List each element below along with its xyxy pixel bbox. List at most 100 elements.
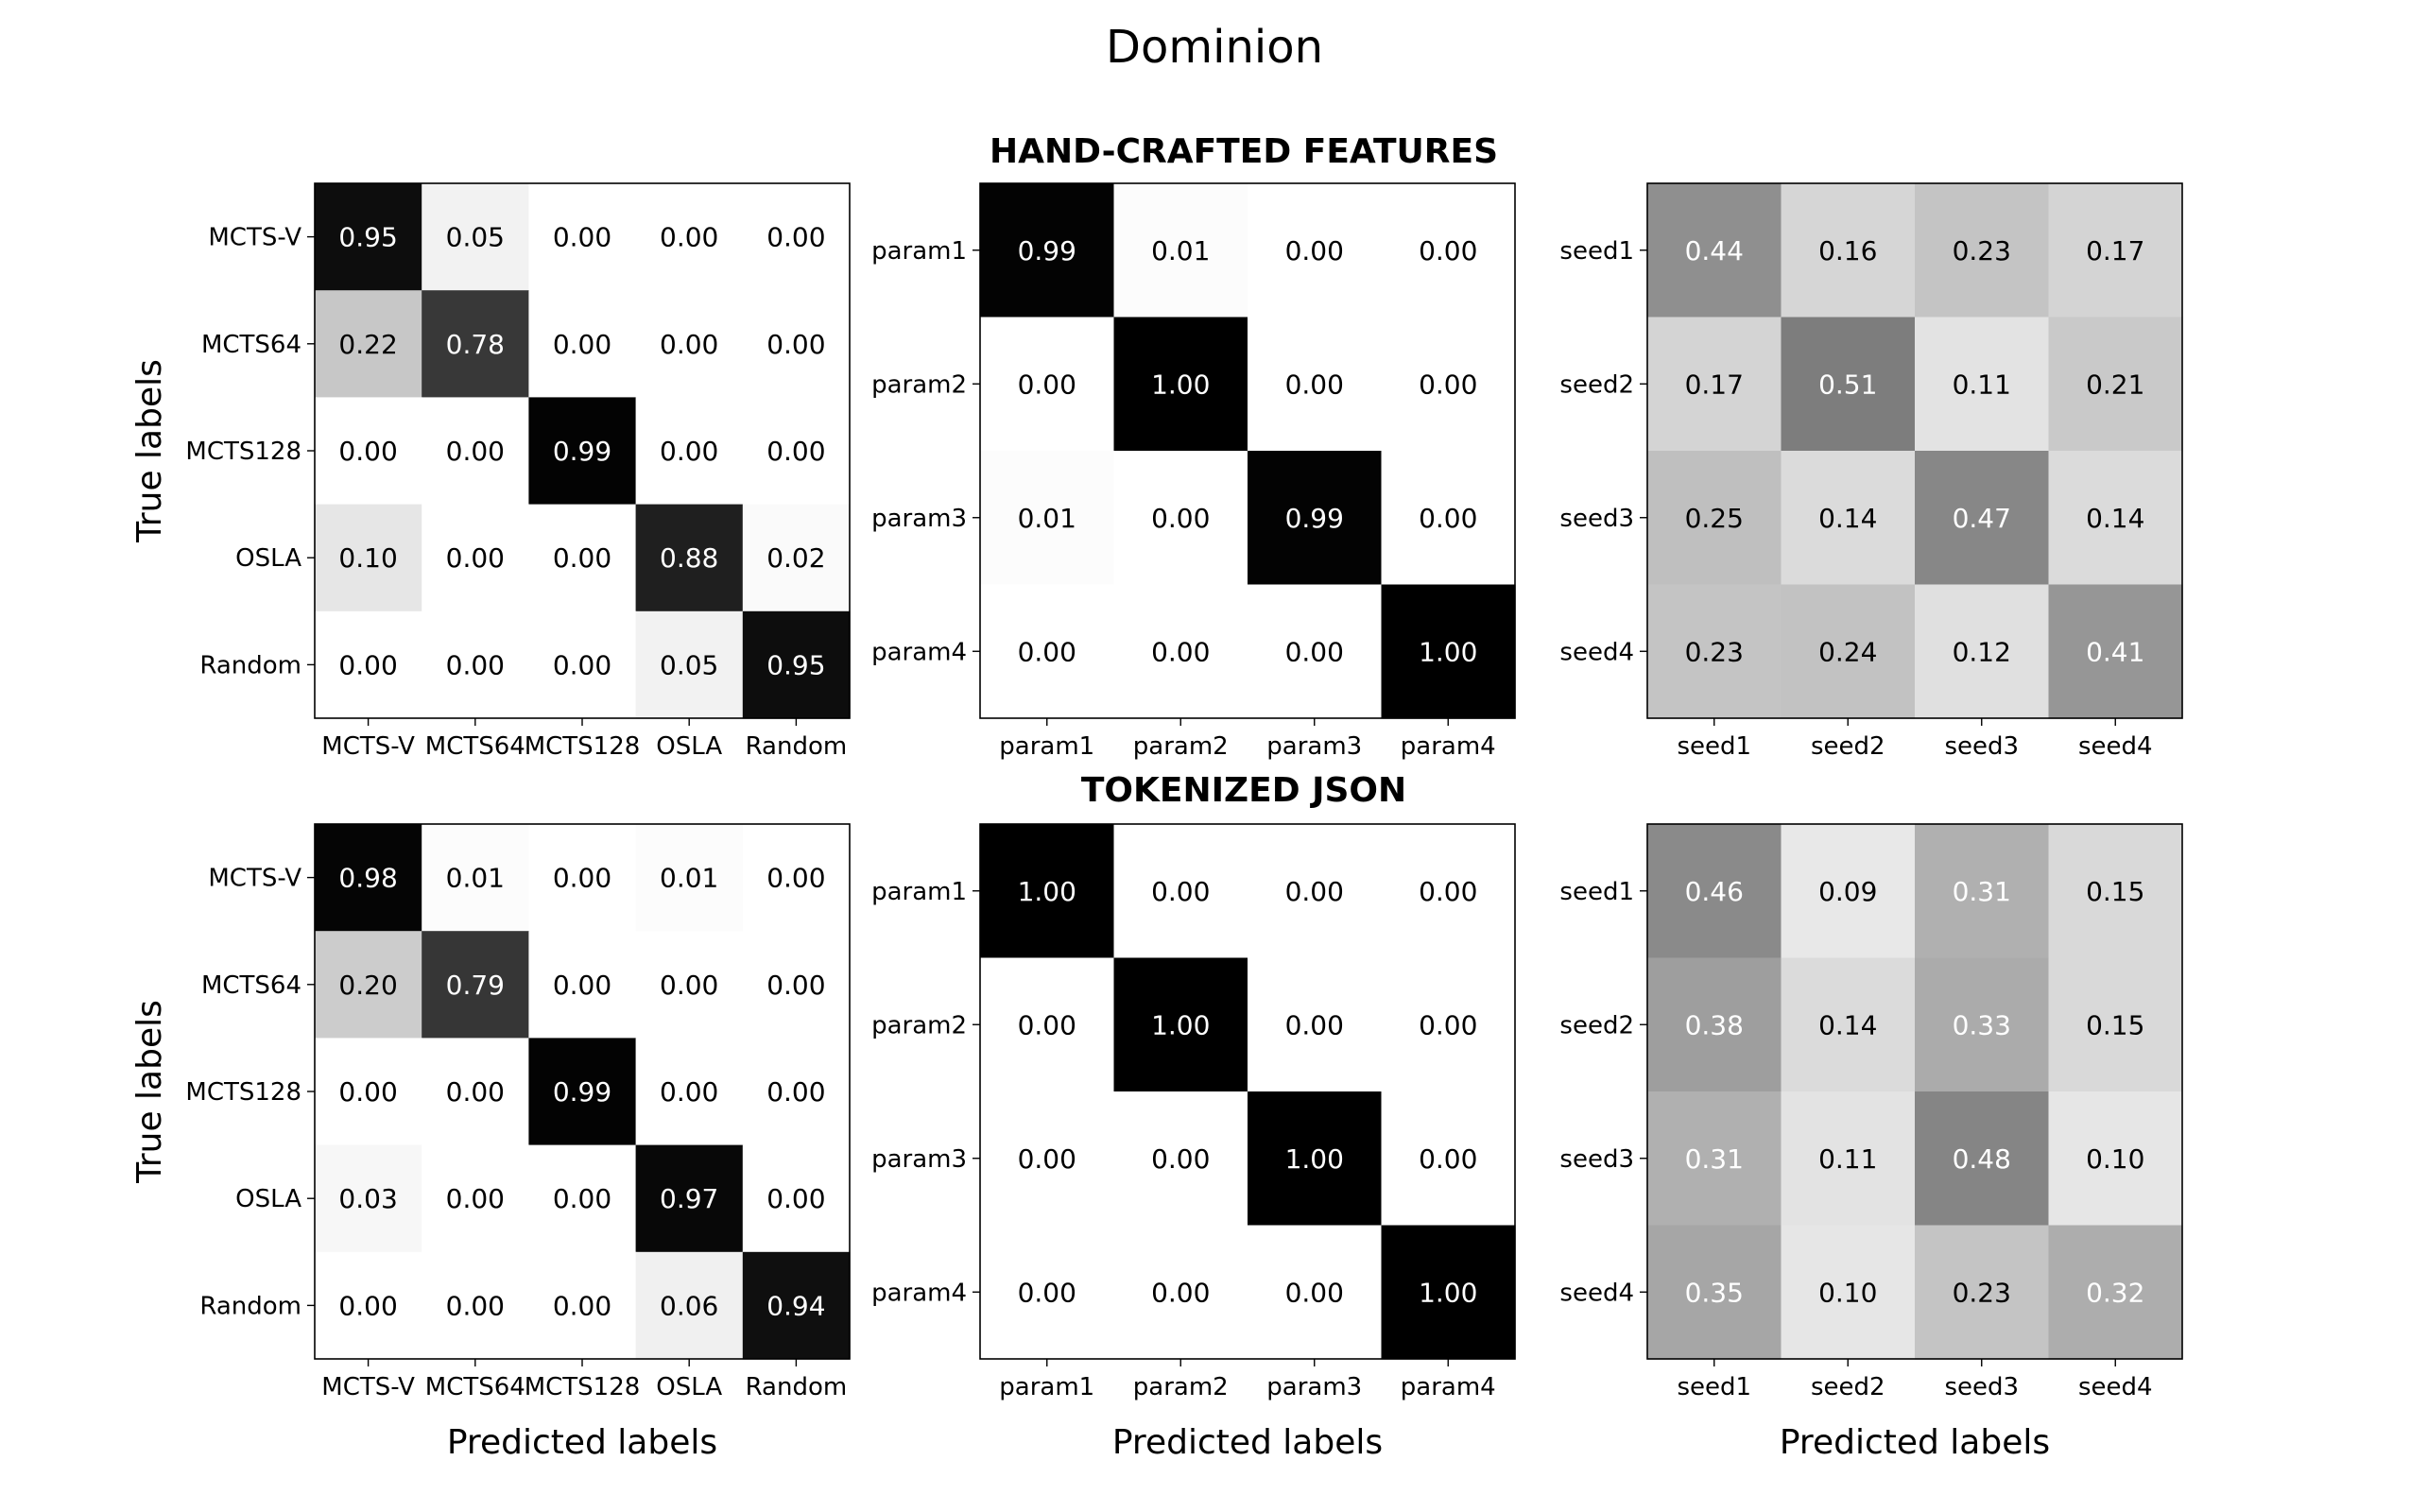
heatmap-cell	[528, 1144, 637, 1253]
y-tick-label: param1	[871, 237, 967, 266]
y-tick-label: param2	[871, 370, 967, 399]
x-tick-label: param4	[1401, 732, 1496, 761]
cell-value-label: 0.09	[1818, 876, 1877, 907]
heatmap-cell	[635, 610, 744, 719]
cell-value-label: 0.31	[1685, 1143, 1744, 1175]
cell-value-label: 0.00	[553, 1290, 611, 1321]
heatmap-cell	[1915, 451, 2050, 586]
y-axis-label: True labels	[130, 1000, 169, 1184]
cell-value-label: 0.00	[660, 222, 718, 253]
heatmap-frame	[979, 823, 1516, 1360]
cell-value-label: 0.78	[446, 329, 505, 360]
cell-value-label: 0.00	[1018, 636, 1076, 667]
x-tick-label: seed1	[1677, 1373, 1751, 1401]
heatmap-cell	[742, 931, 851, 1039]
heatmap-cell	[742, 504, 851, 612]
cell-value-label: 0.23	[1685, 636, 1744, 667]
x-tick-label: param2	[1133, 1373, 1229, 1401]
heatmap-cell	[528, 610, 637, 719]
cell-value-label: 0.25	[1685, 503, 1744, 534]
heatmap-cell	[528, 290, 637, 398]
cell-value-label: 0.00	[553, 863, 611, 894]
x-tick-label: MCTS128	[525, 1373, 641, 1401]
heatmap-cell	[980, 1225, 1115, 1360]
cell-value-label: 0.00	[446, 649, 505, 680]
heatmap-cell	[1915, 824, 2050, 959]
heatmap-cell	[315, 610, 422, 719]
cell-value-label: 0.01	[1018, 503, 1076, 534]
cell-value-label: 0.10	[338, 542, 397, 574]
heatmap-cell	[1381, 957, 1516, 1092]
cell-value-label: 0.15	[2086, 1009, 2144, 1040]
cell-value-label: 0.00	[766, 970, 825, 1001]
cell-value-label: 0.23	[1953, 1277, 2011, 1308]
cell-value-label: 0.00	[338, 1076, 397, 1108]
cell-value-label: 0.00	[1419, 503, 1477, 534]
heatmap-cell	[742, 1038, 851, 1146]
heatmap-cell	[422, 610, 529, 719]
cell-value-label: 1.00	[1018, 876, 1076, 907]
heatmap-cell	[315, 183, 422, 291]
heatmap-cell	[635, 1144, 744, 1253]
y-tick-label: param2	[871, 1011, 967, 1040]
heatmap-cell	[528, 1251, 637, 1360]
cell-value-label: 0.00	[660, 1076, 718, 1108]
x-axis-label: Predicted labels	[1112, 1423, 1383, 1462]
heatmap-cell	[1647, 1225, 1782, 1360]
heatmap-cell	[1248, 1091, 1383, 1227]
heatmap-cell	[1781, 824, 1916, 959]
heatmap-cell	[1915, 1225, 2050, 1360]
cell-value-label: 0.00	[338, 649, 397, 680]
cell-value-label: 0.88	[660, 542, 718, 574]
cell-value-label: 0.00	[766, 863, 825, 894]
heatmap-cell	[1248, 317, 1383, 452]
heatmap-cell	[635, 397, 744, 506]
cell-value-label: 0.00	[660, 436, 718, 467]
heatmap-cell	[1113, 824, 1248, 959]
heatmap-cell	[1781, 183, 1916, 318]
cell-value-label: 0.99	[553, 436, 611, 467]
y-tick-label: param4	[871, 1279, 967, 1307]
cell-value-label: 0.48	[1953, 1143, 2011, 1175]
heatmap-cell	[315, 290, 422, 398]
cell-value-label: 0.00	[766, 222, 825, 253]
cell-value-label: 0.05	[446, 222, 505, 253]
heatmap-panel: 0.98 0.01 0.00 0.01 0.00 0.20 0.79 0.00 0.00 0.00…	[130, 823, 851, 1462]
figure-title: Dominion	[1106, 21, 1323, 74]
cell-value-label: 0.22	[338, 329, 397, 360]
cell-value-label: 0.00	[446, 1290, 505, 1321]
y-tick-label: param3	[871, 1145, 967, 1174]
heatmap-cell	[1113, 183, 1248, 318]
y-tick-label: OSLA	[235, 1185, 301, 1213]
heatmap-cell	[1915, 584, 2050, 719]
x-tick-label: MCTS128	[525, 732, 641, 761]
cell-value-label: 0.11	[1818, 1143, 1877, 1175]
cell-value-label: 0.16	[1818, 235, 1877, 266]
heatmap-cell	[528, 504, 637, 612]
cell-value-label: 0.00	[1285, 636, 1344, 667]
cell-value-label: 0.00	[1151, 1277, 1210, 1308]
heatmap-cell	[1781, 1225, 1916, 1360]
cell-value-label: 0.00	[1285, 1009, 1344, 1040]
x-axis-label: Predicted labels	[1780, 1423, 2050, 1462]
x-tick-label: seed2	[1811, 732, 1885, 761]
heatmap-cell	[635, 931, 744, 1039]
x-tick-label: seed4	[2078, 732, 2153, 761]
cell-value-label: 1.00	[1419, 636, 1477, 667]
heatmap-cell	[2048, 824, 2183, 959]
heatmap-cell	[980, 1091, 1115, 1227]
x-tick-label: MCTS64	[425, 1373, 525, 1401]
cell-value-label: 0.14	[1818, 503, 1877, 534]
heatmap-cell	[528, 1038, 637, 1146]
cell-value-label: 0.03	[338, 1183, 397, 1214]
cell-value-label: 0.44	[1685, 235, 1744, 266]
cell-value-label: 0.20	[338, 970, 397, 1001]
x-tick-label: seed2	[1811, 1373, 1885, 1401]
heatmap-cell	[315, 931, 422, 1039]
cell-value-label: 0.01	[1151, 235, 1210, 266]
cell-value-label: 0.02	[766, 542, 825, 574]
cell-value-label: 0.00	[766, 1076, 825, 1108]
heatmap-cell	[1381, 584, 1516, 719]
cell-value-label: 1.00	[1151, 1009, 1210, 1040]
